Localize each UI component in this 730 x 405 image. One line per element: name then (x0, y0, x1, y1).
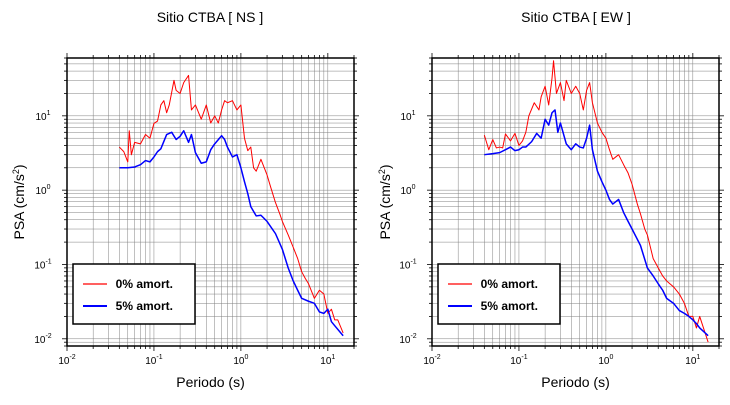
y-tick-label: 100 (400, 184, 415, 197)
legend-label: 5% amort. (116, 299, 173, 313)
x-tick-label-exponent: -2 (69, 354, 75, 361)
y-tick-label-exponent: 0 (412, 184, 416, 191)
x-tick-label-exponent: 1 (331, 354, 335, 361)
ticks (62, 53, 359, 351)
y-tick-label-exponent: -2 (410, 333, 416, 340)
y-axis-label-superscript: 2 (11, 169, 21, 174)
x-tick-label-base: 10 (685, 356, 697, 367)
x-tick-label-base: 10 (510, 356, 522, 367)
x-tick-label: 10-1 (510, 354, 527, 367)
x-tick-label-exponent: 0 (244, 354, 248, 361)
y-axis-label-end: ) (377, 164, 393, 169)
x-tick-label: 101 (685, 354, 700, 367)
y-axis-label-base: PSA (cm/s (377, 174, 393, 239)
y-tick-label-base: 10 (400, 112, 412, 123)
y-tick-label: 100 (35, 184, 50, 197)
x-tick-label: 100 (598, 354, 613, 367)
x-tick-label-exponent: -1 (521, 354, 527, 361)
y-tick-label-base: 10 (35, 112, 47, 123)
y-tick-label-base: 10 (34, 260, 46, 271)
y-axis-label: PSA (cm/s2) (377, 164, 393, 239)
y-tick-label-base: 10 (34, 335, 46, 346)
y-tick-label: 101 (400, 110, 415, 123)
legend-label: 5% amort. (481, 299, 538, 313)
x-tick-label-base: 10 (320, 356, 332, 367)
legend: 0% amort. 5% amort. (437, 263, 561, 325)
series-line-damped (119, 130, 344, 337)
x-tick-label-exponent: -1 (156, 354, 162, 361)
series-line-damped (484, 109, 709, 337)
x-tick-label-base: 10 (423, 356, 435, 367)
x-axis-label: Periodo (s) (541, 374, 609, 390)
y-tick-label-exponent: 1 (47, 110, 51, 117)
series-line-undamped (118, 74, 344, 334)
legend-label: 0% amort. (116, 277, 173, 291)
y-axis-label-base: PSA (cm/s (11, 174, 27, 239)
x-tick-label: 100 (233, 354, 248, 367)
y-tick-label: 10-1 (34, 258, 51, 271)
x-tick-label: 10-2 (58, 354, 75, 367)
x-tick-label-base: 10 (58, 356, 70, 367)
y-tick-label-exponent: -1 (410, 258, 416, 265)
ticks (427, 53, 724, 351)
x-tick-label: 10-2 (423, 354, 440, 367)
chart-title: Sitio CTBA [ EW ] (521, 9, 631, 25)
chart-title: Sitio CTBA [ NS ] (157, 9, 264, 25)
y-tick-label-base: 10 (400, 186, 412, 197)
x-tick-label-exponent: -2 (434, 354, 440, 361)
x-axis-label: Periodo (s) (176, 374, 244, 390)
series-line-undamped (483, 60, 709, 343)
y-axis-label-end: ) (11, 164, 27, 169)
y-tick-label-base: 10 (399, 335, 411, 346)
y-tick-label-exponent: -1 (45, 258, 51, 265)
legend-label: 0% amort. (481, 277, 538, 291)
x-tick-label-base: 10 (145, 356, 157, 367)
y-tick-label-base: 10 (399, 260, 411, 271)
y-tick-label-exponent: 0 (47, 184, 51, 191)
y-tick-label: 10-2 (34, 333, 51, 346)
y-tick-label-base: 10 (35, 186, 47, 197)
y-tick-label-exponent: -2 (45, 333, 51, 340)
x-tick-label: 101 (320, 354, 335, 367)
legend-box (72, 263, 196, 325)
y-tick-label: 10-1 (399, 258, 416, 271)
y-tick-label-exponent: 1 (412, 110, 416, 117)
x-tick-label-base: 10 (233, 356, 245, 367)
y-tick-label: 101 (35, 110, 50, 123)
y-tick-label: 10-2 (399, 333, 416, 346)
x-tick-label-exponent: 1 (696, 354, 700, 361)
x-tick-label-base: 10 (598, 356, 610, 367)
y-axis-label: PSA (cm/s2) (11, 164, 27, 239)
x-tick-label-exponent: 0 (609, 354, 613, 361)
x-tick-label: 10-1 (145, 354, 162, 367)
legend-box (437, 263, 561, 325)
legend: 0% amort. 5% amort. (72, 263, 196, 325)
y-axis-label-superscript: 2 (377, 169, 387, 174)
